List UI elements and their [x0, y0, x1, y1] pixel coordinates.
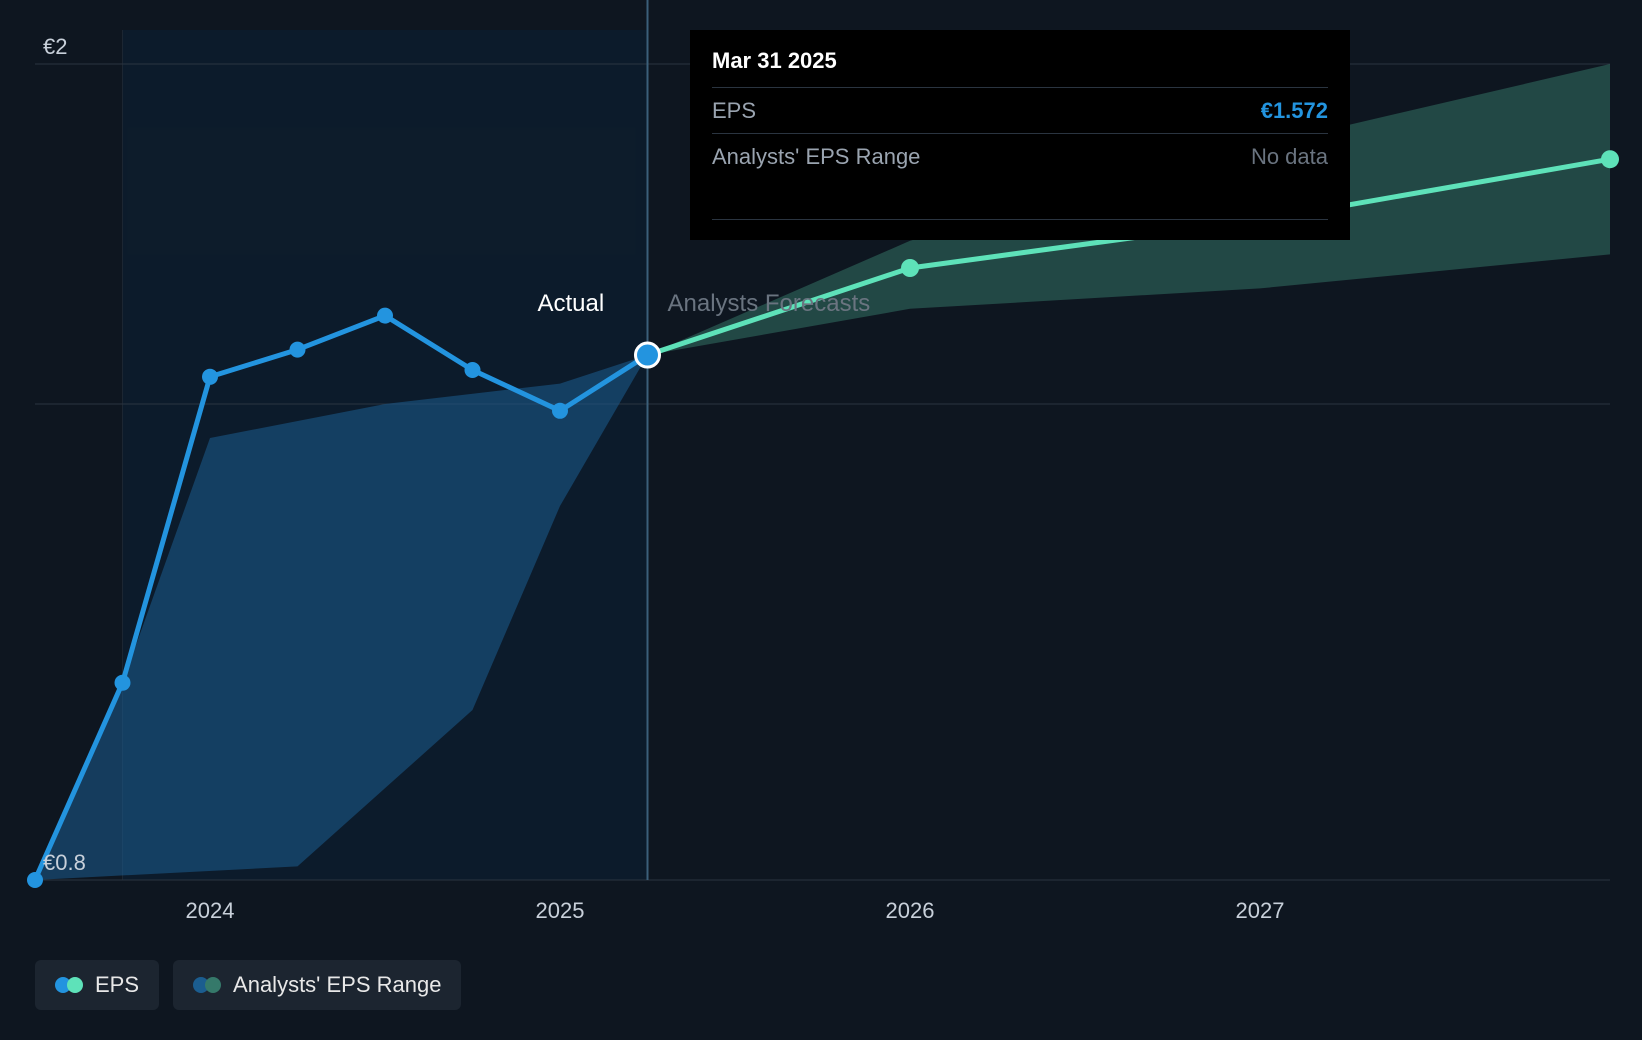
x-axis-label: 2026	[886, 898, 935, 924]
eps-chart[interactable]: Mar 31 2025 EPS €1.572 Analysts' EPS Ran…	[0, 0, 1642, 1040]
legend-dot	[67, 977, 83, 993]
x-axis-label: 2024	[186, 898, 235, 924]
legend-label: EPS	[95, 972, 139, 998]
y-axis-label: €2	[43, 34, 67, 60]
legend-label: Analysts' EPS Range	[233, 972, 441, 998]
y-axis-label: €0.8	[43, 850, 86, 876]
tooltip-date: Mar 31 2025	[712, 44, 1328, 87]
tooltip-row-eps: EPS €1.572	[712, 87, 1328, 133]
legend-item-eps[interactable]: EPS	[35, 960, 159, 1010]
chart-tooltip: Mar 31 2025 EPS €1.572 Analysts' EPS Ran…	[690, 30, 1350, 240]
tooltip-label: Analysts' EPS Range	[712, 140, 920, 173]
x-axis-label: 2027	[1236, 898, 1285, 924]
legend-swatch-icon	[193, 977, 221, 993]
tooltip-value: No data	[1251, 140, 1328, 173]
tooltip-label: EPS	[712, 94, 756, 127]
chart-legend: EPS Analysts' EPS Range	[35, 960, 461, 1010]
tooltip-value: €1.572	[1261, 94, 1328, 127]
section-label-forecast: Analysts Forecasts	[668, 290, 871, 318]
legend-dot	[205, 977, 221, 993]
section-label-actual: Actual	[538, 290, 605, 318]
legend-swatch-icon	[55, 977, 83, 993]
tooltip-row-range: Analysts' EPS Range No data	[712, 133, 1328, 179]
legend-item-range[interactable]: Analysts' EPS Range	[173, 960, 461, 1010]
x-axis-label: 2025	[536, 898, 585, 924]
tooltip-divider	[712, 219, 1328, 220]
